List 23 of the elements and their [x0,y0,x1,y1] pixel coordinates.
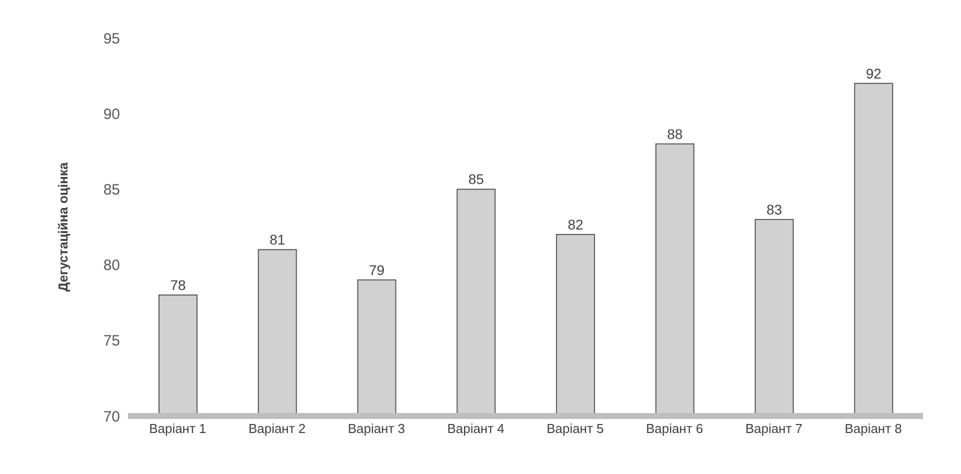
x-tick-label: Варіант 7 [745,421,803,436]
y-tick-label: 80 [103,257,120,274]
x-tick-label: Варіант 8 [844,421,902,436]
x-tick-label: Варіант 5 [546,421,604,436]
x-tick-label: Варіант 6 [646,421,704,436]
x-tick-label: Варіант 3 [348,421,406,436]
x-tick-label: Варіант 1 [149,421,206,436]
data-label: 85 [468,171,484,188]
y-tick-label: 85 [103,182,120,199]
data-label: 81 [270,232,286,248]
x-tick-label: Варіант 2 [248,421,306,436]
y-tick-label: 90 [103,106,120,123]
y-tick-label: 95 [103,30,120,48]
x-tick-label: Варіант 4 [447,421,504,436]
data-label: 79 [368,262,385,278]
data-label: 88 [667,126,683,142]
y-tick-label: 75 [103,332,120,350]
y-tick-label: 70 [103,408,120,426]
data-label: 92 [866,65,882,82]
data-label: 78 [170,277,186,294]
y-axis-title: Дегустаційна оцінка [56,162,71,292]
data-label: 83 [766,201,782,218]
data-label: 82 [568,216,584,233]
